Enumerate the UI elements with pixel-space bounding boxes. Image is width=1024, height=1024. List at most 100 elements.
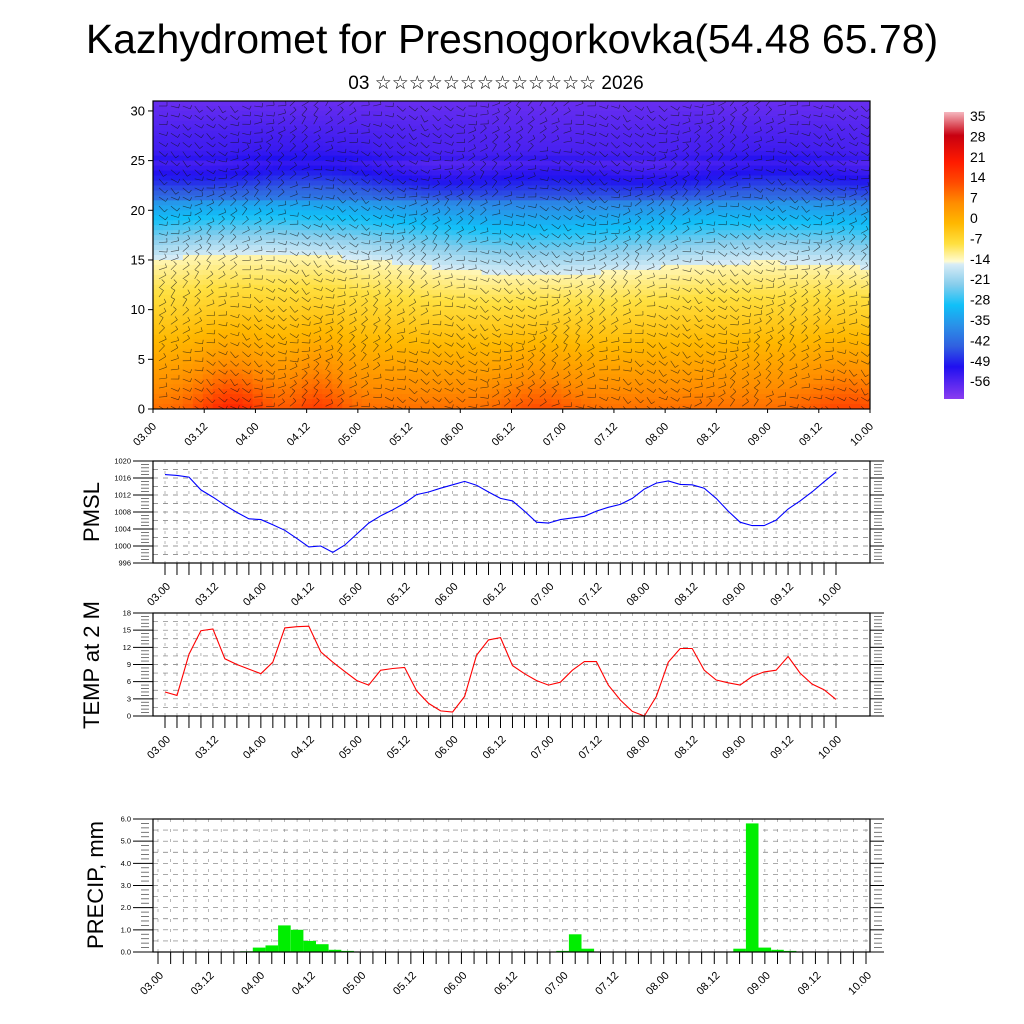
field-cell [860, 125, 870, 132]
field-cell [790, 339, 801, 346]
field-cell [531, 279, 542, 286]
field-cell [312, 379, 323, 385]
field-cell [451, 225, 463, 231]
field-cell [352, 324, 363, 331]
field-cell [531, 245, 542, 251]
field-cell [601, 185, 612, 192]
field-cell [441, 105, 453, 112]
field-cell [750, 374, 762, 380]
field-cell [631, 175, 642, 182]
field-cell [840, 200, 851, 206]
field-cell [411, 250, 423, 256]
field-cell [710, 349, 722, 355]
field-cell [700, 369, 712, 375]
field-cell [282, 324, 294, 331]
field-cell [342, 165, 353, 172]
field-cell [631, 279, 642, 286]
field-cell [431, 220, 443, 226]
field-cell [282, 245, 294, 251]
field-cell [521, 210, 533, 216]
field-cell [621, 225, 632, 231]
wind-barb [194, 320, 202, 325]
field-cell [770, 115, 781, 122]
field-cell [601, 329, 612, 336]
field-cell [232, 309, 244, 316]
wind-barb-flag [164, 363, 167, 368]
field-cell [571, 389, 582, 395]
field-cell [153, 135, 164, 142]
field-cell [840, 289, 851, 296]
wind-barb-flag [188, 410, 191, 413]
field-cell [421, 140, 433, 147]
field-cell [153, 329, 164, 336]
field-cell [431, 404, 443, 409]
field-cell [571, 170, 582, 177]
field-cell [720, 225, 732, 231]
field-cell [770, 150, 781, 157]
field-cell [162, 389, 174, 395]
field-cell [212, 165, 224, 172]
field-cell [182, 359, 194, 365]
field-cell [182, 319, 194, 326]
field-cell [700, 274, 712, 281]
field-cell [571, 289, 582, 296]
field-cell [830, 205, 841, 211]
field-cell [611, 269, 622, 276]
field-cell [392, 379, 403, 385]
field-cell [421, 334, 433, 341]
field-cell [551, 299, 562, 306]
field-cell [541, 175, 552, 182]
field-cell [830, 399, 841, 405]
field-cell [531, 334, 542, 341]
wind-barb-flag [223, 363, 228, 367]
wind-barb [182, 238, 190, 243]
field-cell [850, 180, 861, 187]
field-cell [262, 195, 274, 201]
wind-barb [158, 396, 168, 398]
field-cell [710, 110, 722, 117]
field-cell [840, 135, 851, 142]
field-cell [850, 130, 861, 137]
field-cell [282, 150, 294, 157]
field-cell [521, 259, 533, 266]
field-cell [700, 135, 712, 142]
field-cell [531, 250, 542, 256]
field-cell [481, 259, 493, 266]
field-cell [461, 404, 473, 409]
field-cell [312, 200, 323, 206]
field-cell [660, 329, 672, 336]
field-cell [352, 190, 363, 196]
field-cell [153, 190, 164, 196]
field-cell [730, 165, 742, 172]
field-cell [352, 145, 363, 152]
field-cell [162, 245, 174, 251]
field-cell [720, 150, 732, 157]
wind-barb [158, 327, 165, 334]
wind-barb-flag [201, 191, 203, 197]
field-cell [491, 200, 503, 206]
field-cell [272, 200, 284, 206]
field-cell [860, 299, 870, 306]
field-cell [401, 259, 413, 266]
field-cell [222, 240, 234, 246]
field-cell [411, 145, 423, 152]
field-cell [581, 150, 592, 157]
wind-barb [170, 250, 179, 252]
wind-barb [218, 274, 226, 280]
field-cell [750, 255, 762, 261]
field-cell [631, 110, 642, 117]
field-cell [312, 394, 323, 400]
field-cell [411, 225, 423, 231]
field-cell [212, 369, 224, 375]
field-cell [850, 125, 861, 132]
field-cell [541, 279, 552, 286]
wind-barb-flag [178, 365, 180, 370]
field-cell [820, 264, 831, 271]
field-cell [670, 344, 682, 350]
field-cell [501, 359, 513, 365]
field-cell [332, 334, 343, 341]
field-cell [431, 235, 443, 241]
field-cell [272, 150, 284, 157]
field-cell [650, 329, 662, 336]
